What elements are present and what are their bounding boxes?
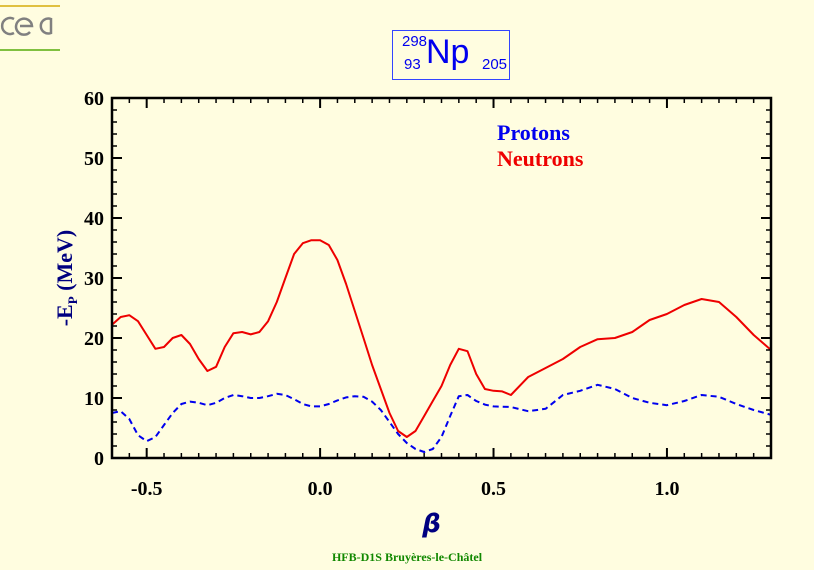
legend-neutrons: Neutrons [497, 146, 584, 171]
nuclide-mass-number: 298 [402, 33, 428, 50]
y-tick-label: 30 [84, 268, 104, 290]
nuclide-symbol: Np [426, 33, 470, 71]
y-tick-label: 50 [84, 148, 104, 170]
x-tick-label: 0.0 [308, 478, 333, 500]
x-axis-label: β [421, 509, 441, 539]
y-tick-label: 60 [84, 88, 104, 110]
nuclide-neutron-number: 205 [482, 56, 508, 73]
series-line-protons [111, 383, 772, 453]
y-tick-label: 10 [84, 388, 104, 410]
y-tick-label: 20 [84, 328, 104, 350]
y-tick-label: 0 [94, 448, 104, 470]
legend-protons: Protons [497, 120, 570, 145]
series-line-neutrons [111, 239, 772, 438]
x-tick-label: 0.5 [481, 478, 506, 500]
y-axis-label: -EP (MeV) [52, 230, 80, 327]
x-tick-label: -0.5 [131, 478, 163, 500]
cea-logo [0, 5, 60, 51]
nuclide-label-box: 298 93 Np 205 [392, 30, 510, 80]
nuclide-atomic-number: 93 [404, 56, 421, 73]
footer-credit: HFB-D1S Bruyères-le-Châtel [331, 550, 483, 564]
x-tick-label: 1.0 [654, 478, 679, 500]
y-tick-label: 40 [84, 208, 104, 230]
